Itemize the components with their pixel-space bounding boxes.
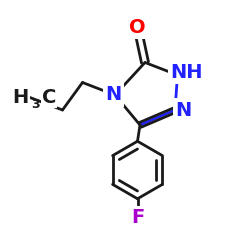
Text: O: O <box>129 18 146 37</box>
Text: F: F <box>131 208 144 227</box>
Text: C: C <box>42 88 56 107</box>
Text: H: H <box>12 88 29 107</box>
Text: NH: NH <box>170 63 202 82</box>
Text: N: N <box>106 86 122 104</box>
Text: N: N <box>176 100 192 119</box>
Text: 3: 3 <box>31 98 40 111</box>
